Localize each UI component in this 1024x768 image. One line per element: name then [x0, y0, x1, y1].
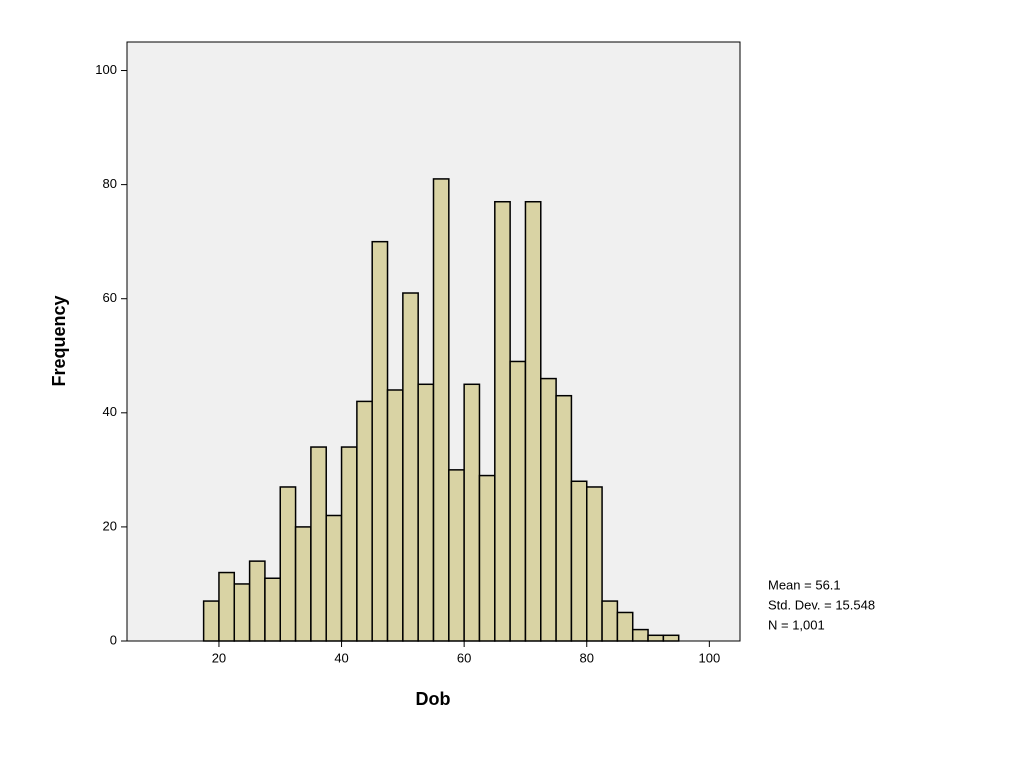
bar — [248, 560, 266, 642]
y-tick-label: 80 — [103, 176, 117, 191]
bar — [586, 486, 603, 642]
bar — [218, 571, 236, 642]
bar — [340, 446, 358, 642]
bar — [432, 178, 450, 642]
bar — [310, 446, 327, 642]
bar — [294, 526, 312, 642]
bar — [202, 600, 220, 642]
x-tick-label: 100 — [698, 650, 720, 665]
bar — [264, 577, 281, 642]
bar — [279, 486, 297, 642]
bar — [233, 583, 251, 642]
y-tick-label: 20 — [103, 518, 117, 533]
bar — [371, 240, 389, 642]
y-tick-label: 40 — [103, 404, 117, 419]
bar — [463, 383, 481, 642]
stat-label: N = 1,001 — [768, 617, 825, 632]
bar — [494, 200, 511, 642]
bar — [524, 200, 542, 642]
stat-label: Mean = 56.1 — [768, 577, 841, 592]
bar — [448, 469, 465, 642]
stat-label: Std. Dev. = 15.548 — [768, 597, 875, 612]
x-tick-label: 40 — [334, 650, 348, 665]
bar — [417, 383, 435, 642]
y-tick-label: 100 — [95, 62, 117, 77]
x-tick-label: 60 — [457, 650, 471, 665]
bar — [386, 389, 404, 642]
x-tick-label: 80 — [580, 650, 594, 665]
bar — [478, 474, 496, 642]
x-tick-label: 20 — [212, 650, 226, 665]
bar — [570, 480, 588, 642]
bar — [540, 377, 557, 642]
bar — [325, 514, 343, 642]
bar — [555, 394, 573, 642]
bar — [509, 360, 527, 642]
y-tick-label: 0 — [110, 632, 117, 647]
y-tick-label: 60 — [103, 290, 117, 305]
bar — [616, 611, 634, 642]
bar — [631, 628, 649, 642]
bar — [601, 600, 619, 642]
bar — [356, 400, 373, 642]
y-axis-title: Frequency — [49, 295, 69, 386]
bar — [662, 634, 680, 642]
bar — [647, 634, 665, 642]
bar — [402, 292, 419, 642]
x-axis-title: Dob — [416, 689, 451, 709]
